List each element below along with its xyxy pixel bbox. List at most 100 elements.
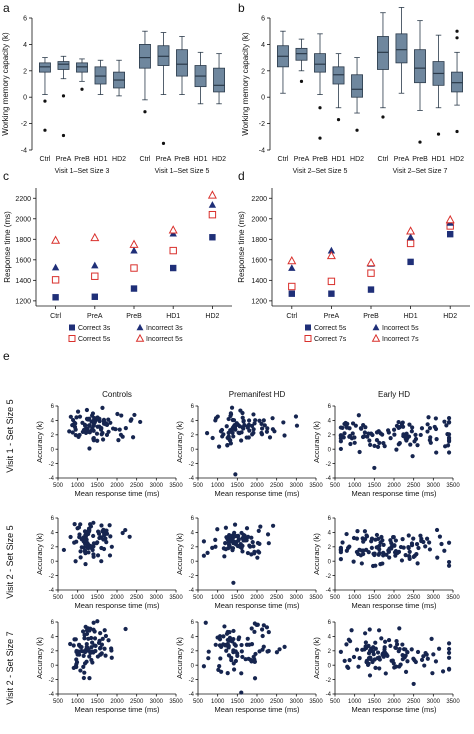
y-tick-label: 4 bbox=[328, 635, 332, 641]
x-category-label: HD2 bbox=[212, 156, 226, 163]
scatter-subplot: -4 -2 0 2 4 6 500 1000 1500 2000 2500 3000 3500 Mean … bbox=[175, 404, 323, 498]
x-category-label: Ctrl bbox=[50, 313, 61, 320]
scatter-point bbox=[81, 653, 86, 658]
scatter-point bbox=[369, 539, 374, 544]
scatter-subplot: -4 -2 0 2 4 6 500 1000 1500 2000 2500 3000 3500 Mean … bbox=[35, 404, 183, 498]
scatter-point bbox=[206, 649, 211, 654]
scatter-point bbox=[407, 549, 412, 554]
scatter-point bbox=[415, 561, 420, 566]
scatter-point bbox=[89, 645, 94, 650]
scatter-point bbox=[229, 405, 235, 410]
scatter-point bbox=[338, 547, 343, 552]
y-tick-label: -4 bbox=[49, 692, 55, 698]
data-marker-triangle-open bbox=[207, 190, 217, 199]
outlier-point bbox=[161, 141, 166, 145]
scatter-point bbox=[362, 537, 368, 542]
column-title: Early HD bbox=[378, 390, 410, 399]
scatter-point bbox=[221, 642, 226, 647]
data-marker-triangle-open bbox=[445, 214, 455, 224]
scatter-point bbox=[116, 438, 121, 443]
scatter-point bbox=[346, 637, 351, 642]
scatter-point bbox=[233, 472, 238, 477]
scatter-point bbox=[210, 545, 215, 550]
scatter-point bbox=[231, 661, 236, 666]
scatter-point bbox=[86, 550, 91, 555]
scatter-point bbox=[400, 657, 405, 662]
y-tick-label: 4 bbox=[191, 635, 195, 641]
scatter-point bbox=[78, 668, 83, 673]
scatter-point bbox=[400, 653, 405, 658]
scatter-point bbox=[367, 673, 373, 678]
scatter-point bbox=[233, 643, 238, 648]
scatter-point bbox=[446, 650, 452, 655]
scatter-point bbox=[229, 655, 234, 661]
x-category-label: HD2 bbox=[443, 313, 457, 320]
box-iqr bbox=[176, 49, 188, 77]
y-tick-label: 4 bbox=[191, 419, 195, 425]
scatter-point bbox=[266, 629, 271, 635]
scatter-point bbox=[78, 555, 83, 560]
scatter-point bbox=[257, 418, 262, 423]
x-category-label: Ctrl bbox=[378, 156, 389, 163]
x-tick-label: 2000 bbox=[110, 699, 124, 705]
scatter-point bbox=[360, 647, 365, 652]
scatter-point bbox=[431, 652, 436, 657]
x-category-label: PreA bbox=[394, 156, 410, 163]
y-tick-label: 2 bbox=[328, 433, 332, 439]
scatter-point bbox=[247, 428, 252, 433]
scatter-point bbox=[231, 667, 237, 672]
scatter-point bbox=[216, 667, 221, 672]
scatter-point bbox=[434, 527, 440, 533]
y-tick-label: 2 bbox=[191, 433, 195, 439]
y-tick-label: 6 bbox=[51, 516, 55, 522]
y-tick-label: 0 bbox=[328, 663, 332, 669]
x-category-label: PreA bbox=[56, 156, 72, 163]
scatter-point bbox=[403, 669, 409, 674]
scatter-point bbox=[201, 664, 206, 669]
legend-label: Incorrect 3s bbox=[146, 325, 183, 332]
x-tick-label: 1000 bbox=[348, 699, 362, 705]
outlier-point bbox=[436, 132, 441, 136]
scatter-point bbox=[352, 435, 357, 440]
scatter-point bbox=[201, 553, 206, 558]
scatter-point bbox=[375, 655, 380, 661]
x-category-label: Ctrl bbox=[40, 156, 51, 163]
x-tick-label: 3500 bbox=[309, 483, 323, 489]
scatter-point bbox=[86, 636, 91, 641]
x-tick-label: 1000 bbox=[71, 483, 85, 489]
scatter-point bbox=[357, 449, 362, 455]
panel-letter-a: a bbox=[3, 1, 10, 15]
x-tick-label: 3500 bbox=[446, 699, 460, 705]
scatter-point bbox=[394, 638, 399, 644]
y-axis-label: Accuracy (k) bbox=[175, 421, 184, 463]
scatter-point bbox=[418, 432, 423, 438]
scatter-point bbox=[282, 433, 287, 438]
box-iqr bbox=[213, 67, 225, 93]
scatter-point bbox=[231, 434, 236, 439]
scatter-point bbox=[109, 648, 114, 653]
scatter-point bbox=[371, 652, 376, 657]
x-tick-label: 1000 bbox=[211, 595, 225, 601]
scatter-point bbox=[241, 419, 246, 424]
scatter-point bbox=[61, 547, 66, 553]
data-marker-triangle-filled bbox=[130, 246, 138, 254]
box-iqr bbox=[139, 44, 151, 69]
scatter-point bbox=[434, 450, 439, 455]
scatter-point bbox=[377, 440, 382, 445]
scatter-point bbox=[138, 419, 143, 425]
scatter-point bbox=[120, 530, 125, 536]
scatter-point bbox=[446, 420, 452, 425]
y-tick-label: 1400 bbox=[15, 278, 31, 285]
scatter-point bbox=[363, 631, 368, 636]
x-category-label: Ctrl bbox=[140, 156, 151, 163]
scatter-point bbox=[397, 626, 402, 631]
scatter-point bbox=[436, 646, 442, 651]
scatter-point bbox=[383, 671, 388, 676]
scatter-point bbox=[94, 431, 100, 436]
scatter-point bbox=[370, 563, 376, 569]
scatter-point bbox=[239, 649, 244, 654]
data-marker-square-open bbox=[91, 272, 99, 280]
panel-c-response-time: 1200 1400 1600 1800 2000 2200 Ctrl PreA PreB HD1 H… bbox=[3, 188, 232, 343]
y-tick-label: 4 bbox=[328, 531, 332, 537]
data-marker-square-open bbox=[288, 282, 296, 291]
